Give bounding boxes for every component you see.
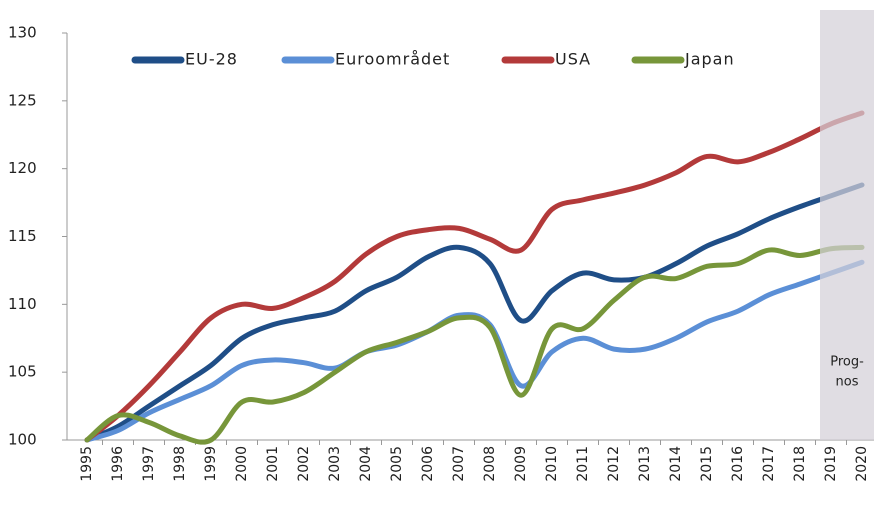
legend-label: Japan [684, 50, 735, 69]
x-tick-label: 2009 [513, 446, 529, 482]
x-tick-label: 2015 [699, 446, 715, 482]
series-line [84, 182, 865, 443]
x-tick-label: 2001 [265, 446, 281, 482]
x-tick-label: 2008 [482, 446, 498, 482]
y-tick-label: 110 [8, 295, 37, 313]
x-tick-label: 2019 [823, 446, 839, 482]
x-tick-label: 1999 [203, 446, 219, 482]
y-tick-label: 100 [8, 431, 37, 449]
y-tick-label: 120 [8, 159, 37, 177]
y-tick-label: 125 [8, 91, 37, 109]
forecast-band [820, 10, 874, 440]
series-line [84, 244, 865, 445]
x-tick-label: 1996 [110, 446, 126, 482]
x-tick-label: 2018 [792, 446, 808, 482]
x-tick-label: 2014 [668, 446, 684, 482]
x-tick-label: 2020 [854, 446, 870, 482]
series-line [84, 259, 865, 443]
x-tick-label: 2000 [234, 446, 250, 482]
x-tick-label: 2016 [730, 446, 746, 482]
legend-label: USA [555, 50, 591, 69]
x-tick-label: 2003 [327, 446, 343, 482]
legend-label: Euroområdet [335, 50, 450, 69]
x-tick-label: 2002 [296, 446, 312, 482]
y-tick-label: 130 [8, 24, 37, 42]
legend-label: EU-28 [185, 50, 238, 69]
y-tick-label: 115 [8, 227, 37, 245]
x-tick-label: 2005 [389, 446, 405, 482]
x-tick-label: 2006 [420, 446, 436, 482]
y-tick-label: 105 [8, 363, 37, 381]
x-tick-label: 2011 [575, 446, 591, 482]
x-tick-label: 2012 [606, 446, 622, 482]
forecast-label: nos [836, 375, 859, 390]
x-tick-label: 2017 [761, 446, 777, 482]
x-tick-label: 2013 [637, 446, 653, 482]
x-tick-label: 2004 [358, 446, 374, 482]
forecast-label: Prog- [830, 355, 864, 370]
x-tick-label: 2010 [544, 446, 560, 482]
x-tick-label: 1997 [141, 446, 157, 482]
x-tick-label: 2007 [451, 446, 467, 482]
x-tick-label: 1998 [172, 446, 188, 482]
x-tick-label: 1995 [79, 446, 95, 482]
series-line [84, 110, 865, 443]
